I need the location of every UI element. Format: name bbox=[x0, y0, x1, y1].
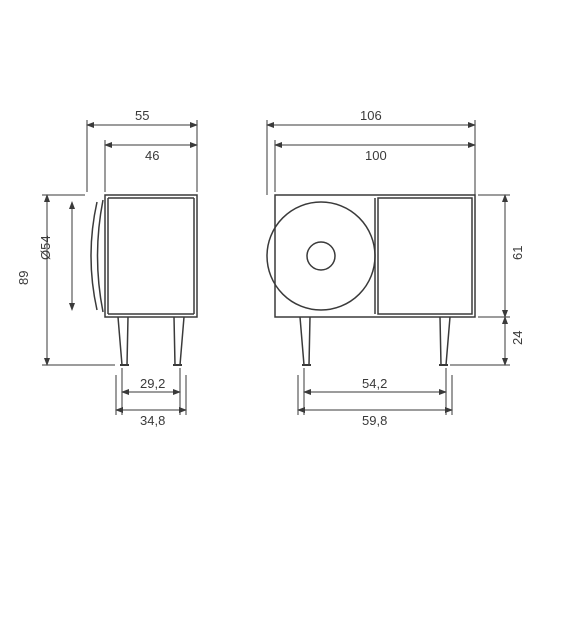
dim-front-leg-outer: 59,8 bbox=[362, 413, 387, 428]
dim-side-inner-width: 46 bbox=[145, 148, 159, 163]
dim-front-total-width: 106 bbox=[360, 108, 382, 123]
dim-side-leg-outer: 34,8 bbox=[140, 413, 165, 428]
dim-side-leg-inner: 29,2 bbox=[140, 376, 165, 391]
technical-drawing-svg: 55 46 Ø54 89 29,2 34,8 bbox=[0, 0, 574, 642]
dim-front-leg-inner: 54,2 bbox=[362, 376, 387, 391]
side-view-group: 55 46 Ø54 89 29,2 34,8 bbox=[16, 108, 197, 428]
dim-side-height: 89 bbox=[16, 271, 31, 285]
dim-front-leg-height: 24 bbox=[510, 331, 525, 345]
front-view-group: 106 100 61 24 54,2 59,8 bbox=[267, 108, 525, 428]
diagram-canvas: 55 46 Ø54 89 29,2 34,8 bbox=[0, 0, 574, 642]
dim-side-diameter: Ø54 bbox=[38, 235, 53, 260]
dim-front-inner-width: 100 bbox=[365, 148, 387, 163]
dim-front-cabinet-height: 61 bbox=[510, 246, 525, 260]
dim-side-total-width: 55 bbox=[135, 108, 149, 123]
